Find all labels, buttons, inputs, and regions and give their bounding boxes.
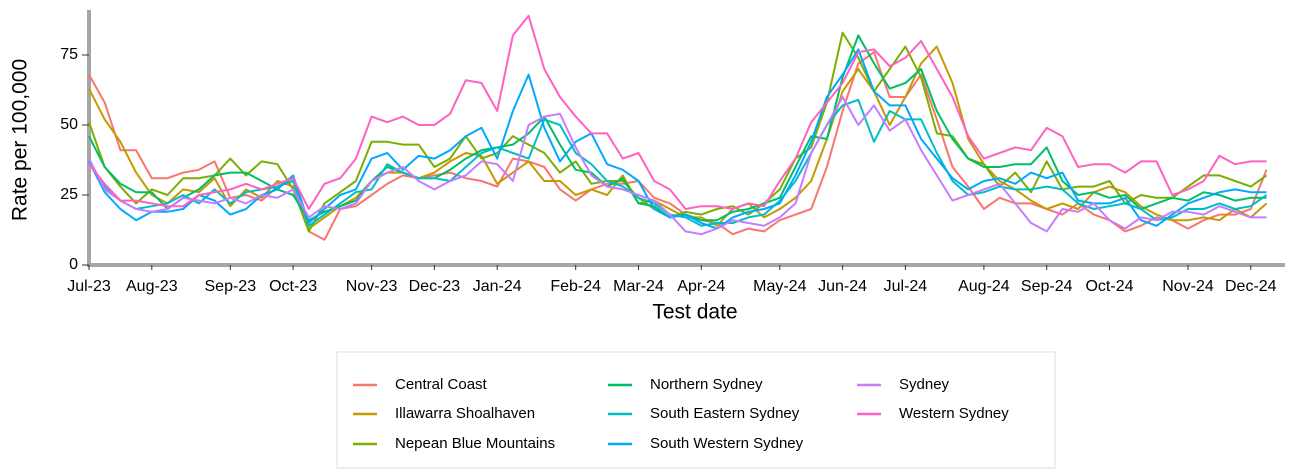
y-tick-label: 50 — [60, 116, 78, 133]
y-tick-label: 75 — [60, 46, 78, 63]
x-tick-label: Mar-24 — [613, 278, 664, 295]
legend-label: Central Coast — [395, 376, 488, 393]
x-tick-label: May-24 — [753, 278, 806, 295]
x-tick-label: Jan-24 — [473, 278, 522, 295]
x-tick-label: Apr-24 — [677, 278, 725, 295]
x-tick-label: Aug-23 — [126, 278, 178, 295]
x-tick-label: Sep-23 — [205, 278, 257, 295]
x-tick-label: Feb-24 — [550, 278, 601, 295]
y-axis-title: Rate per 100,000 — [9, 59, 32, 221]
x-tick-label: Jul-24 — [884, 278, 928, 295]
legend-label: Nepean Blue Mountains — [395, 435, 555, 452]
legend-label: Sydney — [899, 376, 950, 393]
y-tick-label: 25 — [60, 186, 78, 203]
x-tick-label: Dec-24 — [1225, 278, 1277, 295]
series-line — [88, 14, 1267, 210]
legend-label: Illawarra Shoalhaven — [395, 405, 535, 422]
legend-label: South Western Sydney — [650, 435, 804, 452]
x-tick-label: Oct-23 — [269, 278, 317, 295]
series-line — [88, 96, 1267, 236]
x-tick-label: Oct-24 — [1085, 278, 1133, 295]
series-line — [88, 31, 1268, 233]
x-tick-label: Sep-24 — [1021, 278, 1073, 295]
series-line — [88, 45, 1268, 230]
legend-label: Western Sydney — [899, 405, 1009, 422]
x-tick-label: Jun-24 — [818, 278, 867, 295]
x-tick-label: Jul-23 — [67, 278, 111, 295]
series-line — [88, 51, 1268, 241]
x-tick-label: Nov-24 — [1162, 278, 1214, 295]
legend-label: South Eastern Sydney — [650, 405, 800, 422]
legend-label: Northern Sydney — [650, 376, 763, 393]
x-tick-label: Nov-23 — [346, 278, 398, 295]
x-tick-label: Dec-23 — [409, 278, 461, 295]
series-line — [88, 48, 1267, 230]
x-tick-label: Aug-24 — [958, 278, 1010, 295]
legend-box — [336, 351, 1056, 469]
y-tick-label: 0 — [69, 256, 78, 273]
x-axis-title: Test date — [652, 301, 737, 324]
